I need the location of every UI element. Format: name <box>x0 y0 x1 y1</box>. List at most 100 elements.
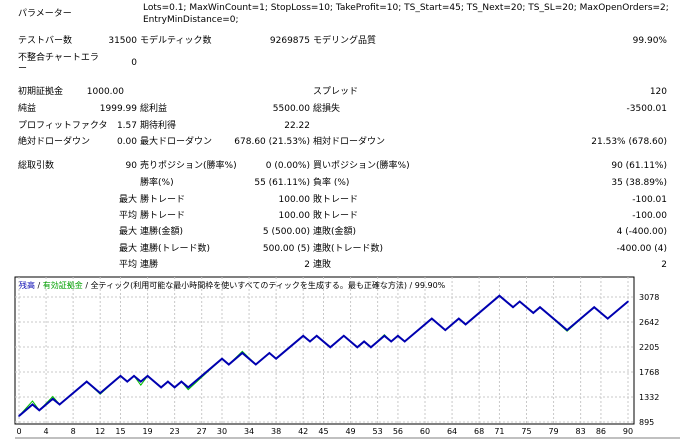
avg-win-streak-label: 連勝 <box>140 260 159 270</box>
abs-dd-label: 絶対ドローダウン <box>18 137 91 147</box>
plot-area <box>14 276 635 425</box>
avg-win-streak-value: 2 <box>304 260 310 270</box>
max-win-label: 勝トレード <box>140 195 186 205</box>
spread-value: 120 <box>649 87 667 97</box>
balance-point <box>58 403 61 406</box>
balance-point <box>356 346 359 349</box>
y-tick-label: 2205 <box>639 343 659 352</box>
spread-label: スプレッド <box>313 87 359 97</box>
legend-sep: / <box>82 281 91 290</box>
consec-win-amt-value: 5 (500.00) <box>262 227 310 237</box>
loss-rate-label: 負率 (%) <box>313 178 350 188</box>
avg-loss-streak-value: 2 <box>661 260 667 270</box>
x-tick-label: 64 <box>447 427 457 436</box>
y-tick-label: 1332 <box>639 393 659 402</box>
balance-point <box>518 300 521 303</box>
max-label: 最大 <box>118 227 137 237</box>
consec-win-cnt-label: 連勝(トレード数) <box>140 244 211 254</box>
x-tick-label: 27 <box>197 427 207 436</box>
balance-point <box>397 335 399 337</box>
balance-point <box>167 380 169 383</box>
balance-point <box>160 386 162 389</box>
deposit-value: 1000.00 <box>86 87 124 97</box>
avg-label: 平均 <box>118 211 137 221</box>
balance-point <box>126 380 129 383</box>
balance-point <box>38 409 41 412</box>
x-tick-label: 49 <box>345 427 355 436</box>
params-label: パラメーター <box>18 9 72 19</box>
balance-point <box>458 317 460 320</box>
balance-point <box>180 380 183 383</box>
balance-point <box>430 317 433 320</box>
x-tick-label: 71 <box>494 427 504 436</box>
net-label: 純益 <box>18 104 37 114</box>
rel-dd-label: 相対ドローダウン <box>313 137 386 147</box>
balance-point <box>255 363 257 366</box>
avg-win-label: 勝トレード <box>140 211 186 221</box>
balance-point <box>275 357 277 360</box>
x-tick-label: 60 <box>420 427 430 436</box>
short-label: 売りポジション(勝率%) <box>140 161 237 171</box>
x-tick-label: 15 <box>115 427 125 436</box>
balance-point <box>329 346 332 349</box>
balance-point <box>606 317 609 320</box>
x-tick-label: 30 <box>217 427 227 436</box>
consec-loss-cnt-value: -400.00 (4) <box>616 244 667 254</box>
avg-loss-value: -100.00 <box>632 211 667 221</box>
loss-rate-value: 35 (38.89%) <box>611 178 667 188</box>
params-line-1: Lots=0.1; MaxWinCount=1; StopLoss=10; Ta… <box>143 3 669 13</box>
x-tick-label: 53 <box>373 427 383 436</box>
legend-equity: 有効証拠金 <box>42 281 83 290</box>
balance-point <box>18 415 20 417</box>
y-tick-label: 895 <box>639 418 654 427</box>
balance-point <box>221 357 223 360</box>
win-rate-label: 勝率(%) <box>140 178 174 188</box>
balance-point <box>119 375 122 377</box>
long-value: 90 (61.11%) <box>611 161 667 171</box>
balance-point <box>539 306 541 308</box>
x-tick-label: 8 <box>71 427 76 436</box>
consec-loss-cnt-label: 連敗(トレード数) <box>313 244 384 254</box>
x-tick-label: 23 <box>170 427 180 436</box>
trades-value: 90 <box>125 161 137 171</box>
balance-point <box>566 329 568 331</box>
quality-label: モデリング品質 <box>313 36 377 46</box>
x-tick-label: 90 <box>623 427 633 436</box>
legend-sep: / <box>35 281 43 290</box>
trades-label: 総取引数 <box>18 161 55 171</box>
x-tick-label: 19 <box>142 427 152 436</box>
legend-sep: / <box>406 281 415 290</box>
balance-point <box>187 386 189 389</box>
balance-point <box>99 392 101 394</box>
consec-loss-amt-label: 連敗(金額) <box>313 227 357 237</box>
y-tick-label: 1768 <box>639 368 659 377</box>
balance-point <box>133 375 135 377</box>
bars-label: テストバー数 <box>18 36 73 46</box>
x-tick-label: 12 <box>95 427 105 436</box>
deposit-label: 初期証拠金 <box>18 87 64 97</box>
balance-point <box>444 329 447 331</box>
pf-value: 1.57 <box>116 121 137 131</box>
balance-point <box>627 300 629 303</box>
x-tick-label: 34 <box>244 427 254 436</box>
expected-label: 期待利得 <box>140 121 177 131</box>
balance-point <box>403 340 406 343</box>
consec-loss-amt-value: 4 (-400.00) <box>616 227 667 237</box>
balance-point <box>241 352 244 354</box>
balance-point <box>146 375 149 377</box>
consec-win-amt-label: 連勝(金額) <box>140 227 184 237</box>
expected-value: 22.22 <box>284 121 310 131</box>
x-tick-label: 56 <box>393 427 403 436</box>
y-tick-label: 3078 <box>639 293 659 302</box>
max-loss-label: 敗トレード <box>313 195 359 205</box>
balance-point <box>31 403 34 406</box>
chart-legend: 残高 / 有効証拠金 / 全ティック(利用可能な最小時間枠を使いすべてのティック… <box>19 280 445 291</box>
legend-model: 全ティック(利用可能な最小時間枠を使いすべてのティックを生成する。最も正確な方法… <box>90 281 407 290</box>
balance-point <box>498 294 501 297</box>
rel-dd-value: 21.53% (678.60) <box>591 137 667 147</box>
balance-point <box>140 380 142 383</box>
abs-dd-value: 0.00 <box>116 137 137 147</box>
avg-loss-streak-label: 連敗 <box>313 260 332 270</box>
max-win-value: 100.00 <box>278 195 311 205</box>
balance-point <box>52 398 54 400</box>
